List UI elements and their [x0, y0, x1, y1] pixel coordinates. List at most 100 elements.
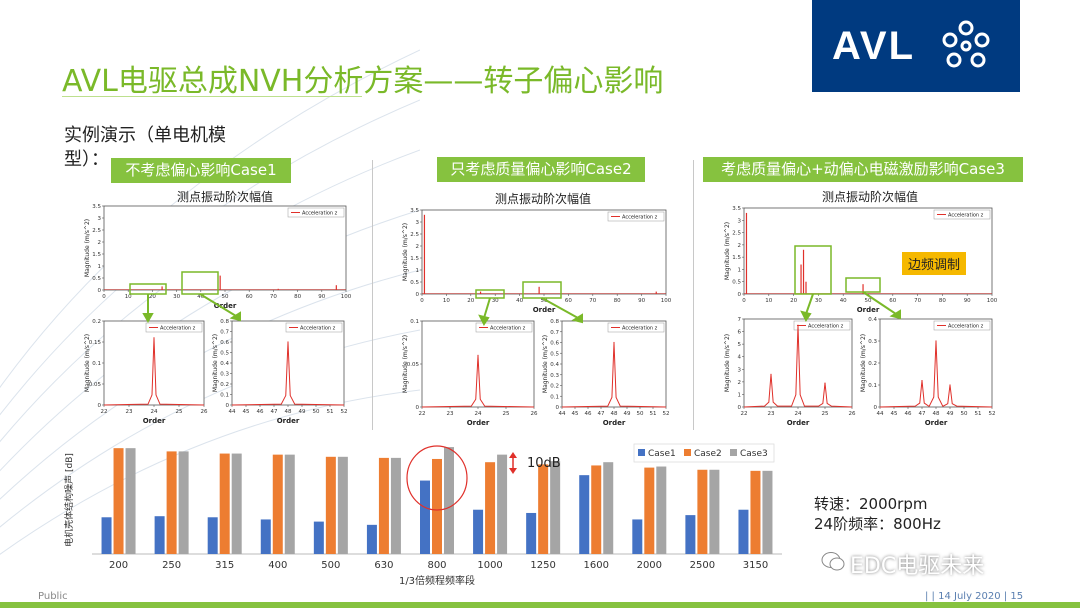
- case3-label: 考虑质量偏心+动偏心电磁激励影响Case3: [703, 157, 1023, 182]
- y-tick-label: 0.5: [410, 280, 419, 286]
- y-tick-label: 3: [738, 367, 742, 373]
- x-tick-label: 25: [822, 411, 829, 417]
- x-tick-label: 49: [299, 409, 306, 415]
- x-tick-label: 23: [447, 411, 454, 417]
- legend-label: Acceleration z: [622, 215, 658, 221]
- y-axis-label: Magnitude (m/s^2): [860, 334, 867, 392]
- x-axis-label: Order: [143, 417, 166, 425]
- case2-panel-title: 测点振动阶次幅值: [494, 192, 591, 206]
- y-tick-label: 6: [738, 330, 742, 336]
- legend-label: Case2: [694, 449, 722, 459]
- x-tick-label: 100: [341, 294, 352, 300]
- x-tick-label: 52: [341, 409, 348, 415]
- y-tick-label: 0: [416, 405, 420, 411]
- y-tick-label: 0: [738, 292, 742, 298]
- x-tick-label: 50: [222, 294, 229, 300]
- legend-box: [285, 322, 343, 333]
- bar-case1: [473, 509, 484, 554]
- logo-text: AVL: [832, 24, 916, 68]
- bar-case3: [550, 461, 561, 554]
- bar-case3: [444, 447, 454, 554]
- y-axis-label: 电机壳体结构噪声 [dB]: [63, 453, 75, 547]
- x-tick-label: 90: [964, 298, 971, 304]
- case2-label: 只考虑质量偏心影响Case2: [437, 157, 645, 182]
- ten-db-arrow-icon: [509, 452, 517, 474]
- x-tick-label: 0: [742, 298, 746, 304]
- category-label: 3150: [743, 560, 768, 571]
- category-label: 200: [109, 560, 128, 571]
- y-tick-label: 0.1: [550, 394, 559, 400]
- x-tick-label: 26: [531, 411, 538, 417]
- case3-zoom48-spectrum-chart: 44 45 46 47 48 49 50 51 52 0 0.1 0.2 0.3 0.4 Order Magn…: [860, 317, 996, 427]
- x-tick-label: 23: [768, 411, 775, 417]
- x-tick-label: 22: [419, 411, 426, 417]
- footer-bar: [0, 602, 1080, 608]
- x-tick-label: 45: [572, 411, 579, 417]
- x-tick-label: 50: [541, 298, 548, 304]
- y-tick-label: 0.8: [550, 319, 559, 325]
- x-tick-label: 44: [559, 411, 566, 417]
- category-label: 400: [268, 560, 287, 571]
- category-label: 1250: [530, 560, 555, 571]
- x-tick-label: 100: [987, 298, 998, 304]
- legend-label: Acceleration z: [300, 326, 336, 332]
- bar-case1: [685, 515, 696, 554]
- x-tick-label: 48: [933, 411, 940, 417]
- case2-zoom24-spectrum-chart: 22 23 24 25 26 0 0.05 0.1 Order Magnitude (m/s^2)…: [402, 319, 538, 427]
- x-tick-label: 30: [815, 298, 822, 304]
- x-axis-label: Order: [533, 306, 556, 314]
- y-tick-label: 0.2: [92, 319, 101, 325]
- y-tick-label: 0.6: [550, 341, 559, 347]
- x-axis-label: 1/3倍频程频率段: [399, 574, 475, 587]
- y-tick-label: 0.4: [868, 317, 877, 323]
- x-tick-label: 26: [849, 411, 856, 417]
- y-tick-label: 0.2: [220, 382, 229, 388]
- y-tick-label: 0.15: [89, 340, 102, 346]
- x-tick-label: 90: [638, 298, 645, 304]
- x-tick-label: 100: [661, 298, 672, 304]
- legend-box: [287, 207, 345, 218]
- x-axis-label: Order: [603, 419, 626, 427]
- x-tick-label: 70: [589, 298, 596, 304]
- y-tick-label: 0: [226, 403, 230, 409]
- spectrum-peak: [949, 384, 951, 386]
- x-tick-label: 45: [891, 411, 898, 417]
- bar-case2: [750, 470, 761, 554]
- category-label: 2500: [690, 560, 715, 571]
- column-separator: [693, 160, 694, 430]
- x-tick-label: 60: [246, 294, 253, 300]
- spectrum-peak: [935, 340, 937, 342]
- y-tick-label: 1.5: [732, 255, 741, 261]
- y-tick-label: 2: [98, 240, 102, 246]
- x-tick-label: 80: [614, 298, 621, 304]
- y-tick-label: 0.1: [410, 319, 419, 325]
- case1-panel-title: 测点振动阶次幅值: [176, 190, 273, 204]
- spectrum-peak: [287, 341, 289, 343]
- x-tick-label: 26: [201, 409, 208, 415]
- x-tick-label: 22: [741, 411, 748, 417]
- x-tick-label: 40: [516, 298, 523, 304]
- legend-label: Acceleration z: [160, 326, 196, 332]
- x-tick-label: 60: [565, 298, 572, 304]
- legend-box: [607, 322, 665, 333]
- y-tick-label: 0.5: [550, 351, 559, 357]
- y-tick-label: 0.3: [220, 372, 229, 378]
- category-label: 1000: [477, 560, 502, 571]
- legend-swatch: [684, 449, 691, 456]
- category-label: 800: [427, 560, 446, 571]
- column-separator: [372, 160, 373, 430]
- y-tick-label: 0.3: [868, 339, 877, 345]
- example-subtitle: 实例演示（单电机模型）：: [64, 125, 226, 170]
- y-tick-label: 1: [416, 268, 420, 274]
- x-tick-label: 47: [919, 411, 926, 417]
- x-tick-label: 40: [840, 298, 847, 304]
- bar-case2: [697, 469, 708, 554]
- x-tick-label: 52: [663, 411, 670, 417]
- footer-date-page: | | 14 July 2020 | 15: [925, 591, 1024, 602]
- y-tick-label: 0: [874, 405, 878, 411]
- y-tick-label: 0.7: [220, 330, 229, 336]
- case2-zoom48-spectrum-chart: 44 45 46 47 48 49 50 51 52 0 0.1 0.2 0.3 0.4 0.5 0.6 0.7…: [542, 319, 670, 427]
- footer-classification: Public: [38, 591, 68, 602]
- bar-case3: [497, 454, 508, 554]
